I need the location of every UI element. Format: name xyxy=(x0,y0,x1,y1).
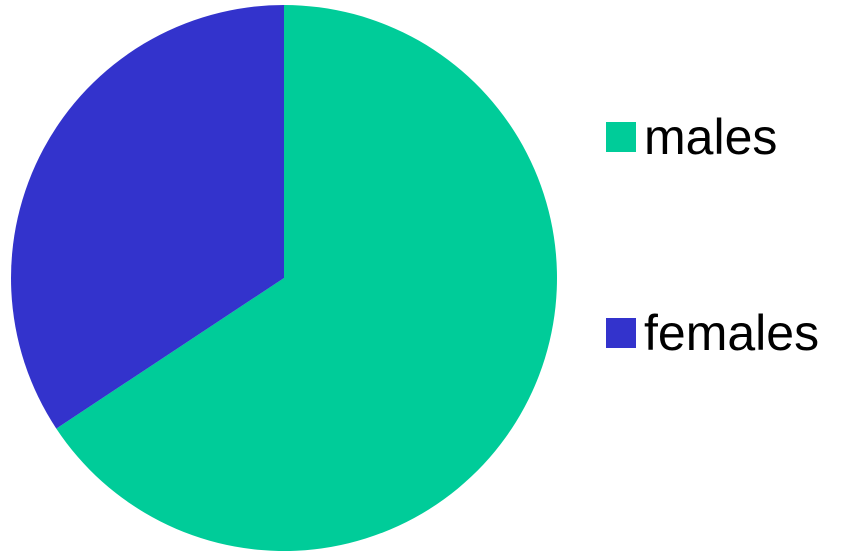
pie-slice-males xyxy=(56,5,558,551)
legend-label-females: females xyxy=(644,305,820,361)
pie-slice-females xyxy=(11,5,285,429)
legend-swatch-females xyxy=(606,318,636,348)
legend-item-males: males xyxy=(606,108,819,166)
legend-swatch-males xyxy=(606,122,636,152)
legend-item-females: females xyxy=(606,304,819,362)
legend-label-males: males xyxy=(644,109,778,165)
legend: males females xyxy=(606,108,819,500)
